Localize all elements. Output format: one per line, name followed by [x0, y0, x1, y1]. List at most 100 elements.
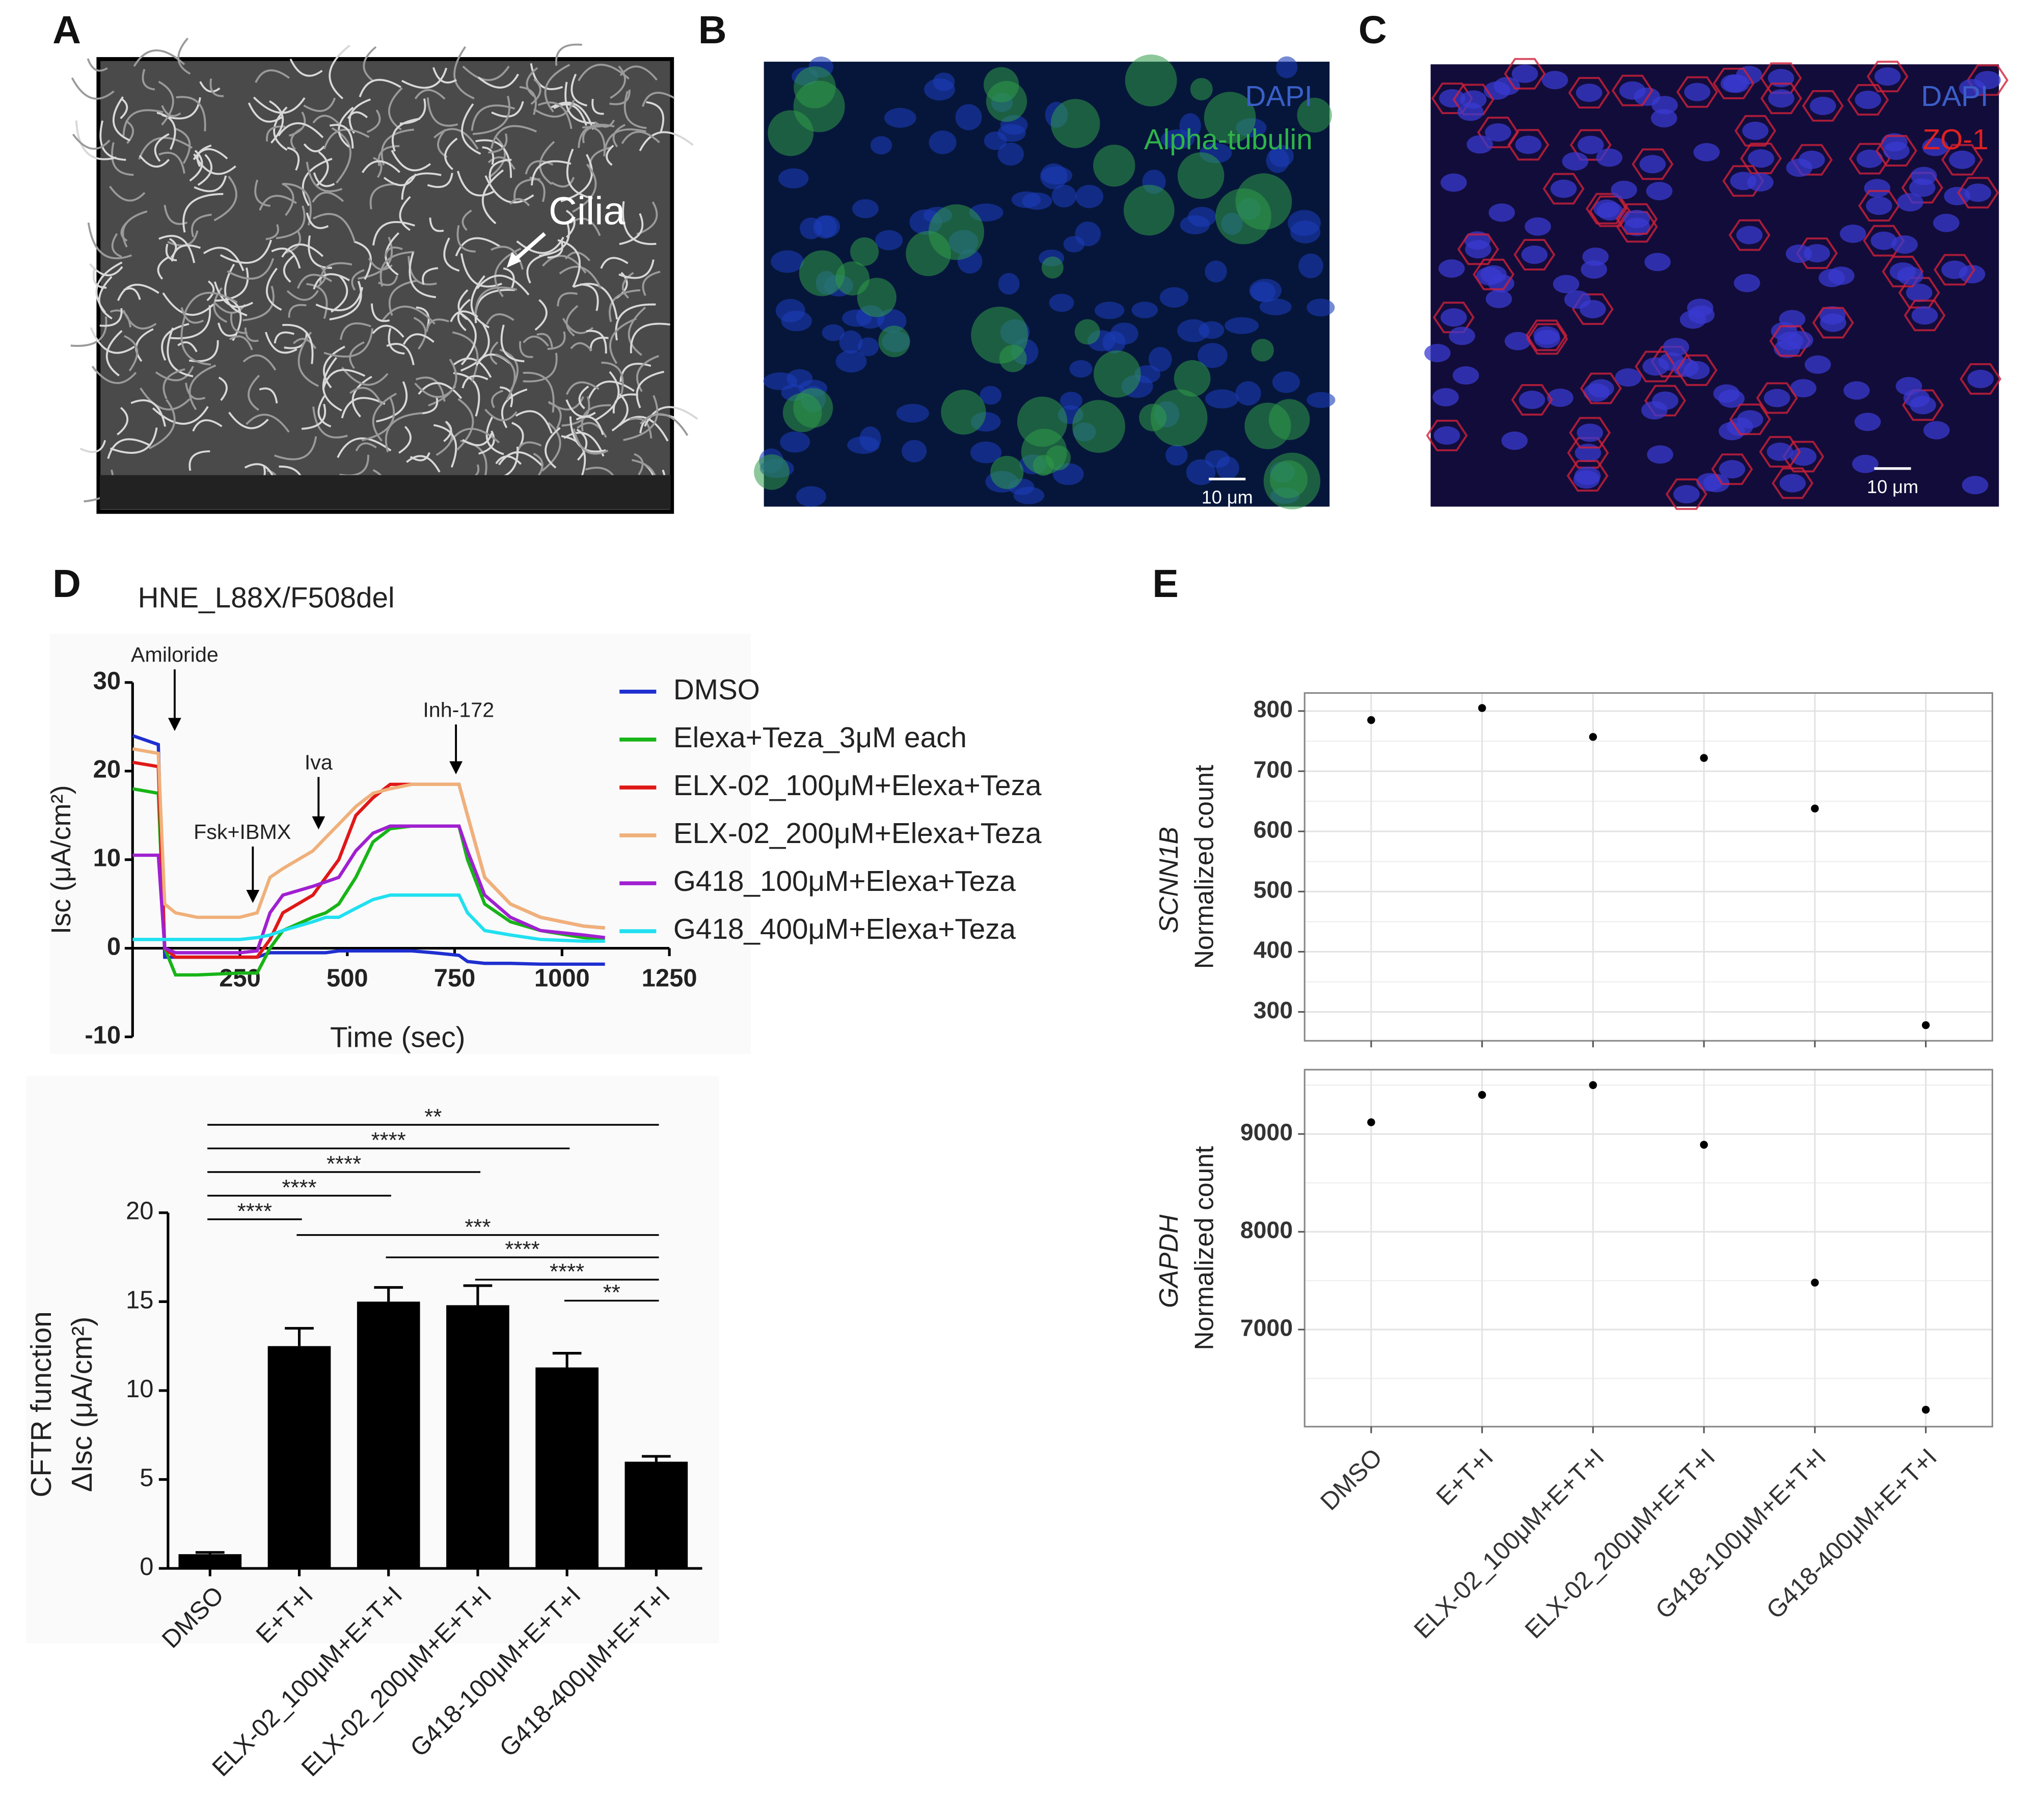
cilia-texture — [476, 275, 530, 295]
cilia-texture — [618, 259, 655, 279]
cilia-texture — [338, 106, 354, 148]
cilia-texture — [303, 97, 336, 112]
cilia-texture — [619, 213, 644, 246]
cilia-texture — [644, 406, 698, 427]
cilia-texture — [570, 342, 592, 351]
tight-junction — [1904, 300, 1946, 332]
tight-junction — [1876, 135, 1917, 167]
nucleus — [1466, 135, 1493, 154]
cilia-texture — [351, 375, 372, 418]
tight-junction — [1644, 385, 1687, 417]
nucleus — [1148, 347, 1172, 372]
cilia-texture — [409, 252, 437, 298]
nucleus — [1488, 203, 1515, 222]
significance-label: **** — [327, 1152, 361, 1177]
cilia-texture — [484, 175, 534, 204]
nucleus — [1596, 148, 1623, 167]
nucleus — [1276, 56, 1298, 78]
tight-junction — [1571, 293, 1614, 325]
cilia-texture — [509, 198, 530, 207]
tubulin — [1268, 399, 1310, 440]
cilia-texture — [349, 341, 365, 369]
bar — [357, 1301, 420, 1569]
nucleus — [1177, 319, 1210, 342]
gene-label: GAPDH — [1154, 1214, 1183, 1308]
cilia-texture — [582, 125, 602, 144]
y-axis-label: Isc (μA/cm²) — [46, 785, 76, 934]
y-tick-label: 8000 — [1240, 1216, 1293, 1243]
cilia-texture — [456, 171, 495, 197]
cilia-texture — [530, 63, 563, 90]
nucleus — [997, 143, 1024, 166]
nucleus — [778, 168, 809, 188]
cilia-texture — [188, 364, 216, 411]
cilia-texture — [548, 401, 562, 429]
gene-label: SCNN1B — [1154, 827, 1183, 933]
cilia-texture — [471, 104, 515, 131]
x-tick-label: 500 — [327, 964, 368, 992]
y-tick-label: 15 — [126, 1286, 153, 1314]
cilia-texture — [450, 310, 478, 322]
tight-junction — [1473, 258, 1515, 290]
cilia-texture — [523, 335, 549, 347]
cilia-texture — [639, 131, 694, 151]
tubulin — [1072, 400, 1125, 453]
annotation-arrowhead — [449, 761, 463, 775]
nucleus — [1225, 317, 1259, 334]
cilia-texture — [124, 335, 139, 372]
cilia-texture — [329, 281, 362, 320]
nucleus — [1441, 308, 1467, 327]
nucleus — [1639, 155, 1666, 174]
cilia-texture — [501, 388, 528, 428]
nucleus — [1298, 253, 1323, 279]
cilia-texture — [105, 330, 123, 377]
tight-junction — [1734, 115, 1777, 147]
cilia-texture — [447, 427, 500, 446]
nucleus — [1501, 431, 1528, 450]
cilia-texture — [525, 160, 554, 175]
x-tick-label: 250 — [219, 964, 261, 992]
tight-junction — [1790, 144, 1833, 176]
tight-junction — [1566, 460, 1609, 492]
cilia-texture — [287, 147, 300, 171]
y-tick-label: 7000 — [1240, 1314, 1293, 1341]
legend-label: ELX-02_200μM+Elexa+Teza — [673, 818, 1042, 850]
cilia-texture — [140, 387, 191, 411]
cilia-texture — [162, 368, 185, 399]
nucleus — [1748, 149, 1774, 168]
cilia-texture — [402, 333, 434, 345]
cilia-texture — [312, 192, 344, 203]
cilia-texture — [533, 100, 575, 118]
cilia-texture — [495, 353, 516, 400]
tubulin — [1093, 144, 1135, 187]
panel-border — [1303, 692, 1993, 1042]
panel-letter: B — [698, 8, 727, 52]
nucleus — [1051, 184, 1077, 208]
nucleus — [1855, 90, 1882, 110]
image-label: ZO-1 — [1923, 124, 1989, 156]
cilia-texture — [71, 77, 115, 100]
y-tick-label: 500 — [1254, 877, 1293, 903]
cilia-texture — [110, 427, 158, 454]
cilia-texture — [218, 322, 237, 337]
cilia-texture — [312, 406, 348, 439]
cilia-texture — [594, 371, 620, 421]
cilia-texture — [461, 375, 488, 389]
cilia-texture — [361, 160, 401, 173]
cilia-texture — [213, 281, 254, 308]
x-tick-label: E+T+I — [1431, 1444, 1499, 1511]
cilia-texture — [612, 393, 638, 414]
cilia-texture — [70, 316, 107, 347]
cilia-texture — [302, 157, 333, 206]
cilia-texture — [566, 148, 593, 199]
nucleus — [1922, 138, 1949, 156]
tight-junction — [1513, 239, 1556, 270]
cilia-texture — [413, 317, 427, 350]
cilia-texture — [600, 257, 629, 269]
cilia-texture — [254, 179, 270, 207]
nucleus — [1041, 166, 1073, 185]
dot — [1478, 704, 1486, 712]
cilia-texture — [576, 428, 588, 461]
cilia-texture — [526, 67, 538, 97]
